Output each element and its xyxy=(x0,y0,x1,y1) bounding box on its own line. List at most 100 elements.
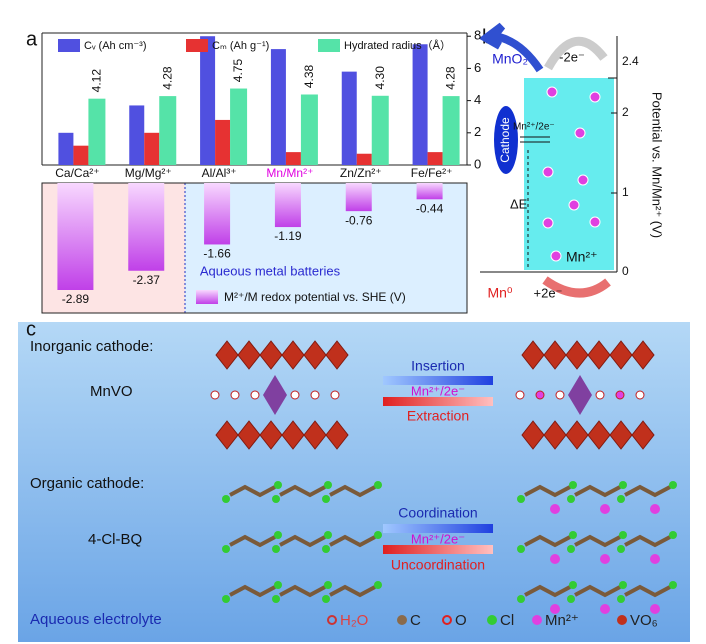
bar xyxy=(341,71,357,165)
legend-swatch xyxy=(196,290,218,304)
value-label: 4.28 xyxy=(160,66,174,90)
cl xyxy=(222,545,230,553)
bar xyxy=(270,49,286,165)
step: Extraction xyxy=(407,408,469,424)
vo6 xyxy=(263,375,287,415)
cl xyxy=(517,495,525,503)
bar xyxy=(442,96,460,165)
atom xyxy=(535,390,545,400)
y-tick-label: 4 xyxy=(474,92,481,107)
mn xyxy=(600,504,610,514)
cl xyxy=(567,595,575,603)
legend-marker xyxy=(327,615,337,625)
chain xyxy=(524,484,571,498)
legend-marker xyxy=(442,615,452,625)
chain xyxy=(329,534,376,548)
ion xyxy=(577,174,589,186)
chain xyxy=(574,484,621,498)
cl xyxy=(324,581,332,589)
cl xyxy=(517,545,525,553)
mn xyxy=(550,604,560,614)
y-tick-label: 2 xyxy=(474,124,481,139)
cl xyxy=(322,495,330,503)
ion xyxy=(589,216,601,228)
ion xyxy=(546,86,558,98)
electrode-label: Cathode xyxy=(498,117,512,163)
cl xyxy=(669,481,677,489)
annotation: Aqueous metal batteries xyxy=(200,263,341,278)
cl xyxy=(669,531,677,539)
legend-text: C xyxy=(410,612,421,629)
cl xyxy=(374,481,382,489)
legend-text: H₂O xyxy=(340,612,368,629)
legend-marker xyxy=(532,615,542,625)
bar xyxy=(230,88,248,165)
bar xyxy=(371,95,389,165)
vo6 xyxy=(568,375,592,415)
bar xyxy=(144,132,160,165)
chain xyxy=(229,484,276,498)
cl xyxy=(374,531,382,539)
bar xyxy=(356,153,372,165)
electrolyte: Aqueous electrolyte xyxy=(30,611,162,628)
mn xyxy=(600,554,610,564)
atom xyxy=(250,390,260,400)
value-label: 4.12 xyxy=(90,69,104,93)
atom xyxy=(310,390,320,400)
bar xyxy=(200,36,216,165)
chain xyxy=(624,584,671,598)
cl xyxy=(274,581,282,589)
mn xyxy=(650,604,660,614)
chain xyxy=(279,534,326,548)
chain xyxy=(229,584,276,598)
cl xyxy=(567,495,575,503)
name: 4-Cl-BQ xyxy=(88,531,142,548)
mn xyxy=(550,504,560,514)
arrow xyxy=(383,376,493,385)
cl xyxy=(324,481,332,489)
atom xyxy=(230,390,240,400)
bar xyxy=(57,183,94,290)
couple: Mn²⁺/2e⁻ xyxy=(411,383,465,398)
species: MnO₂ xyxy=(492,51,528,67)
bar xyxy=(129,105,145,165)
y-tick-label: 0 xyxy=(474,156,481,171)
atom xyxy=(595,390,605,400)
arrow-up xyxy=(478,22,544,73)
cl xyxy=(619,581,627,589)
step: Coordination xyxy=(398,505,477,521)
arrow xyxy=(383,524,493,533)
ion xyxy=(574,127,586,139)
cl xyxy=(274,531,282,539)
cl xyxy=(669,581,677,589)
cl xyxy=(222,495,230,503)
cl xyxy=(517,595,525,603)
x-tick-label: Fe/Fe²⁺ xyxy=(411,166,453,180)
title: Inorganic cathode: xyxy=(30,338,153,355)
legend-text: Cₘ (Ah g⁻¹) xyxy=(212,40,269,52)
bar xyxy=(412,44,428,165)
bar xyxy=(128,183,165,271)
legend-marker xyxy=(487,615,497,625)
atom-legend: H₂O C O Cl Mn²⁺ VO₆ xyxy=(327,612,658,629)
cl xyxy=(569,531,577,539)
atom xyxy=(290,390,300,400)
title: Organic cathode: xyxy=(30,475,144,492)
axis-label: Potential vs. Mn/Mn²⁺ (V) xyxy=(650,92,665,238)
vo6 xyxy=(325,420,349,450)
bar xyxy=(300,94,318,165)
chain xyxy=(524,534,571,548)
ion xyxy=(550,250,562,262)
structures xyxy=(210,340,677,614)
chain xyxy=(574,584,621,598)
value-label: -1.19 xyxy=(274,229,302,243)
cl xyxy=(272,545,280,553)
cl xyxy=(374,581,382,589)
gap: ΔE xyxy=(510,196,528,211)
legend-text: VO₆ xyxy=(630,612,658,629)
legend-text: M²⁺/M redox potential vs. SHE (V) xyxy=(224,290,406,304)
bar xyxy=(159,96,177,165)
legend-swatch xyxy=(186,39,208,52)
electrons: -2e⁻ xyxy=(559,49,585,64)
